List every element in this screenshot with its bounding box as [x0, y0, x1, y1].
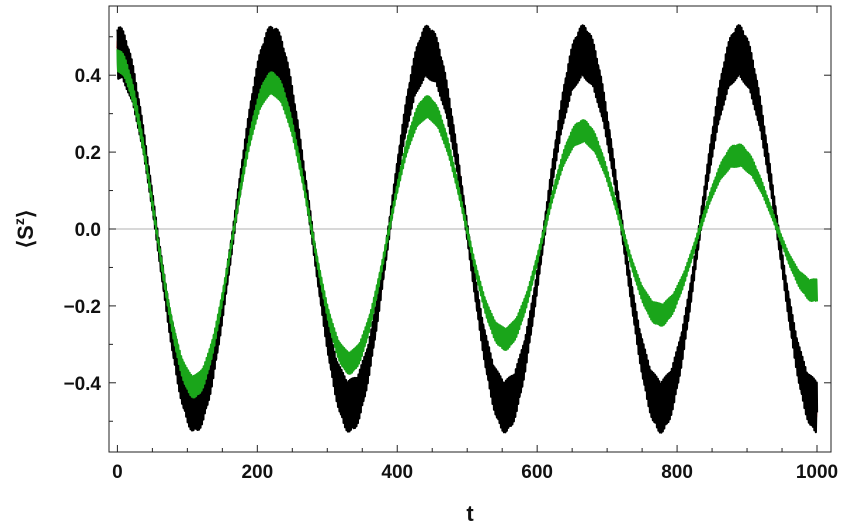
series-line	[116, 49, 819, 399]
y-tick-label: −0.4	[63, 374, 101, 395]
x-tick-label: 200	[241, 462, 273, 483]
series-layer	[116, 24, 819, 434]
y-axis-label: ⟨Sz⟩	[11, 210, 38, 249]
tick-labels-layer: 0 200 400 600 800 1000 −0.4 −0.2 0.0 0.2 0.4	[63, 66, 838, 483]
ticks-layer	[109, 6, 831, 452]
y-tick-label: −0.2	[63, 297, 101, 318]
y-tick-label: 0.0	[75, 220, 101, 241]
x-tick-label: 600	[521, 462, 553, 483]
y-axis-label-open: ⟨S	[13, 225, 38, 248]
x-tick-label: 0	[112, 462, 123, 483]
x-axis-label: t	[466, 501, 474, 526]
y-axis-label-sup: z	[11, 218, 27, 225]
x-tick-label: 800	[661, 462, 693, 483]
x-tick-label: 400	[381, 462, 413, 483]
x-tick-label: 1000	[796, 462, 838, 483]
y-axis-label-close: ⟩	[13, 210, 38, 219]
y-tick-label: 0.4	[75, 66, 102, 87]
y-tick-label: 0.2	[75, 143, 101, 164]
